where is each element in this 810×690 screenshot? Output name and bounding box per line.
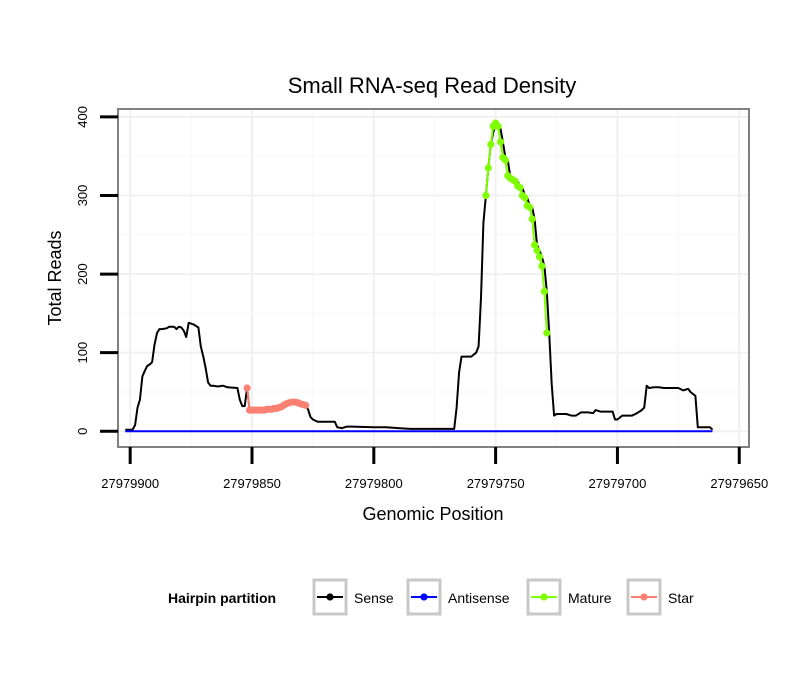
y-tick-label: 0 — [75, 428, 90, 435]
data-point-mature — [538, 262, 546, 270]
data-point-star — [302, 401, 310, 409]
x-tick-label: 27979750 — [467, 476, 525, 491]
legend-key-marker — [640, 593, 648, 601]
data-point-star — [243, 384, 251, 392]
data-point-mature — [482, 191, 490, 200]
y-tick-label: 100 — [75, 342, 90, 364]
x-tick-label: 27979650 — [710, 476, 768, 491]
data-point-mature — [494, 122, 502, 130]
legend: Hairpin partition Sense Antisense Mature St… — [168, 578, 694, 616]
data-point-mature — [516, 184, 524, 192]
data-point-mature — [531, 241, 539, 249]
data-point-mature — [521, 194, 529, 202]
legend-label-sense: Sense — [354, 590, 394, 606]
data-point-mature — [540, 287, 549, 295]
data-point-mature — [496, 138, 505, 146]
y-tick-label: 200 — [75, 263, 90, 285]
chart-title: Small RNA-seq Read Density — [288, 73, 577, 98]
series-line-sense — [125, 122, 714, 431]
plot-border — [117, 108, 750, 448]
legend-title: Hairpin partition — [168, 590, 276, 606]
data-point-mature — [533, 246, 541, 255]
series-layer — [125, 119, 714, 433]
legend-key-marker — [326, 593, 334, 601]
data-point-mature — [501, 156, 509, 164]
data-point-mature — [543, 329, 551, 337]
data-point-mature — [484, 164, 492, 172]
y-axis-title: Total Reads — [45, 230, 65, 325]
y-tick-label: 400 — [75, 106, 90, 128]
x-tick-label: 27979850 — [223, 476, 281, 491]
legend-key-marker — [540, 593, 548, 601]
data-point-mature — [487, 140, 495, 148]
x-tick-label: 27979700 — [589, 476, 647, 491]
data-point-mature — [528, 215, 536, 223]
data-point-mature — [535, 253, 544, 261]
axes: 27979900 27979850 27979800 27979750 27979700… — [75, 106, 768, 491]
data-point-mature — [526, 203, 534, 211]
legend-label-mature: Mature — [568, 590, 612, 606]
grid — [118, 109, 749, 447]
legend-label-star: Star — [668, 590, 694, 606]
legend-key-marker — [420, 593, 428, 601]
x-axis-title: Genomic Position — [362, 504, 503, 524]
x-tick-label: 27979900 — [101, 476, 159, 491]
x-tick-label: 27979800 — [345, 476, 403, 491]
y-tick-label: 300 — [75, 185, 90, 207]
legend-label-antisense: Antisense — [448, 590, 510, 606]
